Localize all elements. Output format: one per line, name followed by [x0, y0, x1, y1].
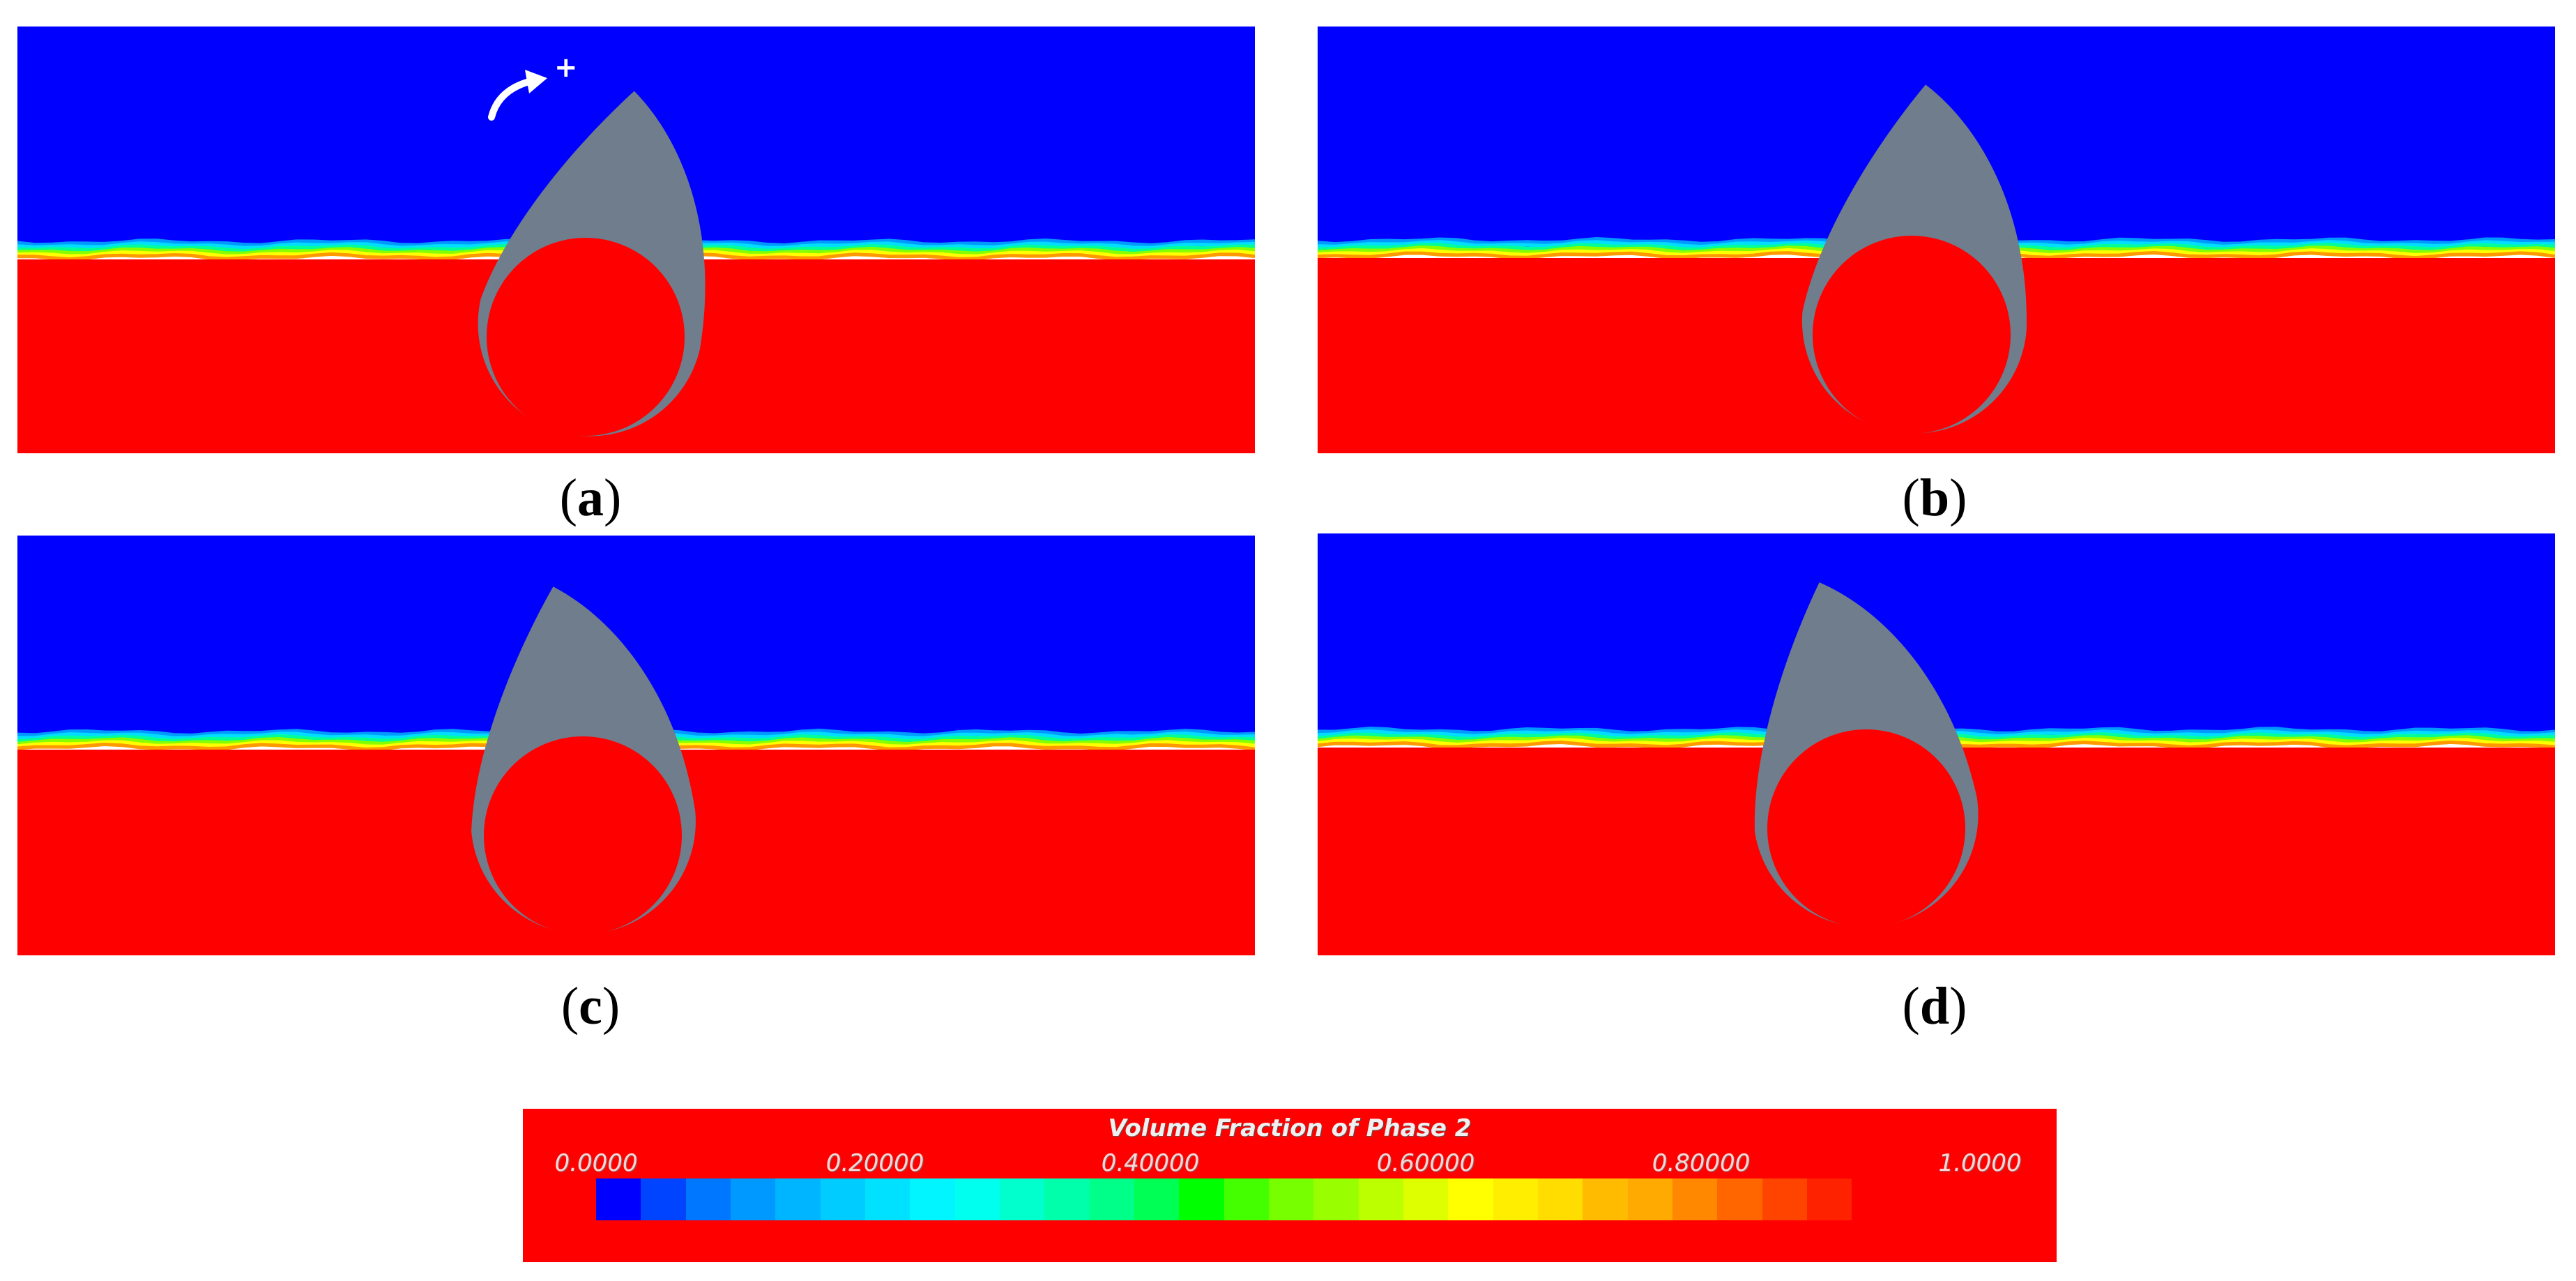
volume-fraction-field-d — [1318, 533, 2555, 955]
panel-c — [17, 536, 1255, 962]
legend-tick-1: 0.20000 — [825, 1149, 924, 1177]
caption-d: (d) — [1902, 977, 1967, 1036]
legend-swatch — [1224, 1178, 1269, 1220]
legend-swatch — [685, 1178, 731, 1220]
legend-swatch — [1313, 1178, 1359, 1220]
legend-tick-0: 0.0000 — [554, 1149, 638, 1177]
caption-a: (a) — [559, 469, 622, 527]
legend-swatch — [820, 1178, 865, 1220]
legend-title: Volume Fraction of Phase 2 — [1108, 1114, 1472, 1142]
legend-swatch — [1672, 1178, 1718, 1220]
legend-swatch — [864, 1178, 910, 1220]
rotating-body — [471, 586, 696, 934]
legend-swatch — [954, 1178, 1000, 1220]
rotation-arrowhead-icon — [525, 70, 547, 93]
rotating-body — [1754, 582, 1979, 927]
legend-swatch — [1583, 1178, 1628, 1220]
legend-swatch — [1493, 1178, 1538, 1220]
legend-colorbar — [596, 1178, 1942, 1220]
legend-tick-4: 0.80000 — [1652, 1149, 1751, 1177]
rotating-body — [1801, 84, 2027, 434]
legend-swatch — [910, 1178, 955, 1220]
legend-swatch — [775, 1178, 821, 1220]
legend-swatch — [1268, 1178, 1314, 1220]
body-inner-circle — [1813, 236, 2011, 434]
legend-swatch — [730, 1178, 776, 1220]
legend-swatch — [1044, 1178, 1090, 1220]
body-inner-circle — [487, 238, 685, 436]
legend-swatch — [1537, 1178, 1583, 1220]
legend-swatch — [1717, 1178, 1762, 1220]
legend-swatch — [1852, 1178, 1897, 1220]
legend-swatch — [1806, 1178, 1852, 1220]
legend-swatch — [1089, 1178, 1134, 1220]
rotation-arrow-icon — [488, 77, 535, 121]
legend-swatch — [1134, 1178, 1180, 1220]
legend-swatch — [1627, 1178, 1672, 1220]
legend-swatch — [641, 1178, 686, 1220]
volume-fraction-field-a: + — [17, 26, 1255, 453]
color-legend: Volume Fraction of Phase 2 0.0000 0.2000… — [523, 1109, 2057, 1262]
panel-b — [1318, 26, 2555, 453]
rotation-sign: + — [554, 52, 578, 84]
legend-swatch — [1448, 1178, 1493, 1220]
panel-d — [1318, 533, 2555, 960]
body-inner-circle — [1767, 729, 1965, 927]
legend-swatch — [999, 1178, 1045, 1220]
body-inner-circle — [484, 736, 682, 934]
legend-swatch — [1403, 1178, 1449, 1220]
legend-tick-5: 1.0000 — [1938, 1149, 2022, 1177]
volume-fraction-field-c — [17, 536, 1255, 955]
legend-tick-3: 0.60000 — [1376, 1149, 1475, 1177]
panel-a: + — [17, 26, 1255, 453]
volume-fraction-field-b — [1318, 26, 2555, 453]
legend-swatch — [1762, 1178, 1807, 1220]
legend-tick-2: 0.40000 — [1101, 1149, 1200, 1177]
legend-swatch — [596, 1178, 641, 1220]
caption-c: (c) — [561, 977, 620, 1036]
legend-swatch — [1358, 1178, 1403, 1220]
rotating-body — [478, 91, 706, 437]
caption-b: (b) — [1902, 469, 1967, 527]
legend-swatch — [1179, 1178, 1224, 1220]
legend-swatch — [1896, 1178, 1942, 1220]
rotation-direction-marker: + — [488, 52, 578, 121]
